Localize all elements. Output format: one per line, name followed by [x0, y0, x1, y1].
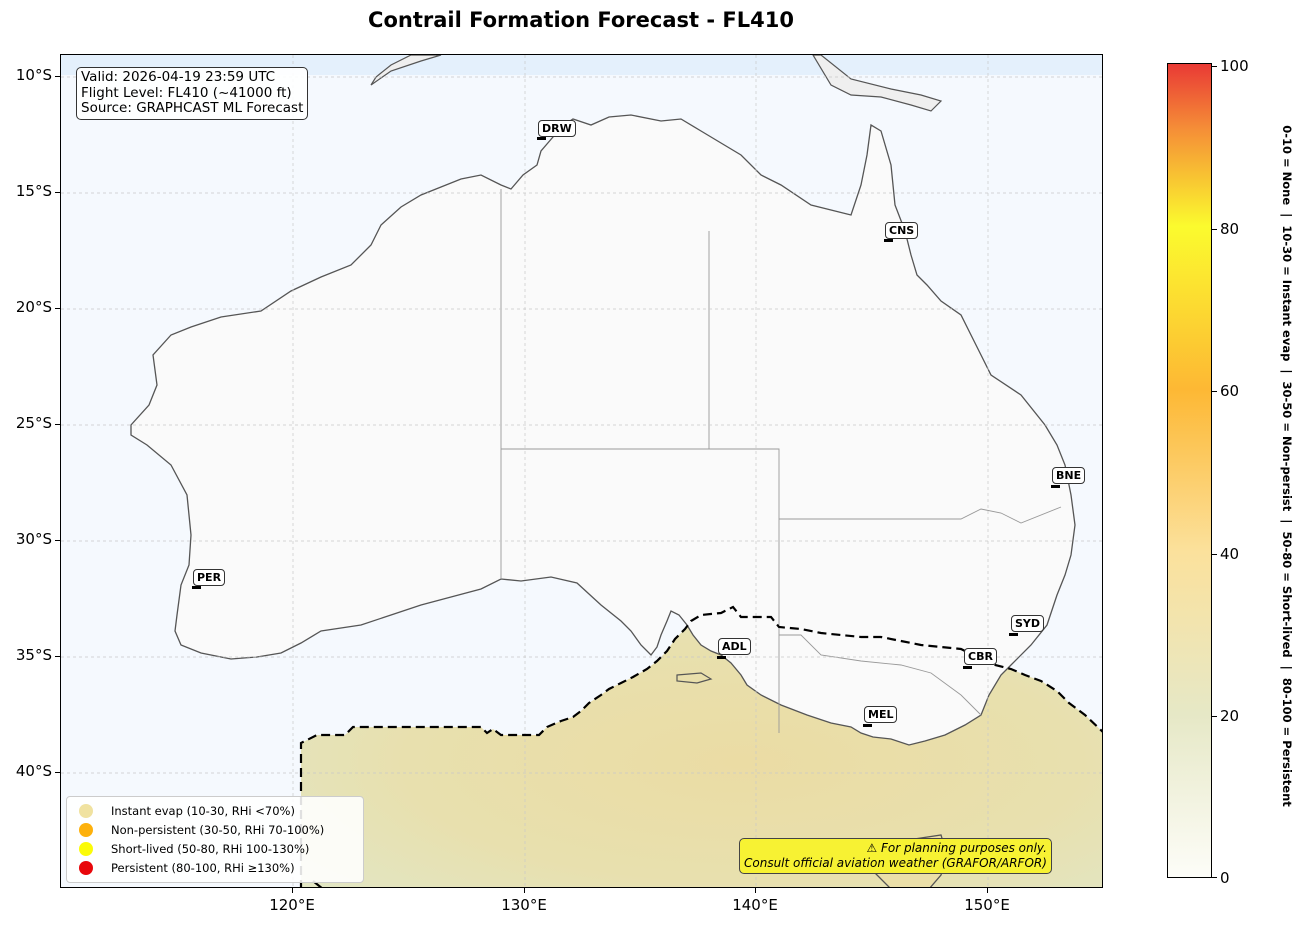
- airport-marker-icon: [863, 724, 872, 727]
- flight-level: Flight Level: FL410 (~41000 ft): [81, 84, 292, 101]
- legend: Instant evap (10-30, RHi <70%) Non-persi…: [66, 796, 364, 883]
- disclaimer-line-1: ⚠ For planning purposes only.: [866, 841, 1047, 855]
- city-label-drw[interactable]: DRW: [538, 120, 576, 137]
- colorbar-label: 0-10 = None | 10-30 = Instant evap | 30-…: [1280, 125, 1294, 807]
- colorbar-tick-mark: [1212, 554, 1217, 555]
- y-tick-label: 25°S: [15, 414, 52, 432]
- legend-item-instant-evap: Instant evap (10-30, RHi <70%): [79, 801, 295, 820]
- new-guinea: [812, 55, 943, 112]
- circle-marker-icon: [79, 860, 93, 875]
- state-borders: [500, 189, 1062, 733]
- y-tick-mark: [55, 308, 60, 309]
- chart-title: Contrail Formation Forecast - FL410: [368, 8, 794, 32]
- y-tick-mark: [55, 540, 60, 541]
- y-tick-mark: [55, 772, 60, 773]
- gridlines: [61, 55, 1102, 887]
- x-tick-mark: [292, 888, 293, 893]
- airport-marker-icon: [192, 586, 201, 589]
- colorbar-tick-mark: [1212, 716, 1217, 717]
- australia-landmass: [130, 114, 1076, 746]
- y-tick-label: 40°S: [15, 762, 52, 780]
- airport-marker-icon: [963, 666, 972, 669]
- city-label-per[interactable]: PER: [193, 569, 226, 586]
- colorbar: [1167, 63, 1212, 878]
- y-tick-mark: [55, 192, 60, 193]
- y-tick-label: 10°S: [15, 66, 52, 84]
- city-label-bne[interactable]: BNE: [1052, 467, 1086, 484]
- city-label-cns[interactable]: CNS: [885, 222, 919, 239]
- colorbar-tick-label: 60: [1220, 382, 1240, 400]
- x-tick-label: 140°E: [732, 896, 778, 914]
- y-tick-mark: [55, 76, 60, 77]
- forecast-info-box: Valid: 2026-04-19 23:59 UTC Flight Level…: [76, 67, 309, 120]
- airport-marker-icon: [537, 137, 546, 140]
- city-label-mel[interactable]: MEL: [864, 706, 898, 723]
- legend-item-non-persistent: Non-persistent (30-50, RHi 70-100%): [79, 820, 324, 839]
- disclaimer-line-2: Consult official aviation weather (GRAFO…: [744, 856, 1047, 870]
- airport-marker-icon: [884, 239, 893, 242]
- timor: [370, 55, 442, 86]
- x-tick-mark: [524, 888, 525, 893]
- colorbar-tick-label: 0: [1220, 869, 1230, 887]
- y-tick-mark: [55, 424, 60, 425]
- colorbar-tick-label: 100: [1220, 57, 1249, 75]
- x-tick-label: 150°E: [964, 896, 1010, 914]
- city-label-cbr[interactable]: CBR: [964, 648, 997, 665]
- legend-label: Persistent (80-100, RHi ≥130%): [111, 860, 295, 875]
- legend-label: Non-persistent (30-50, RHi 70-100%): [111, 822, 325, 837]
- y-tick-label: 30°S: [15, 530, 52, 548]
- legend-item-short-lived: Short-lived (50-80, RHi 100-130%): [79, 839, 309, 858]
- x-tick-mark: [755, 888, 756, 893]
- y-tick-mark: [55, 656, 60, 657]
- disclaimer-box: ⚠ For planning purposes only. Consult of…: [739, 838, 1052, 874]
- legend-label: Short-lived (50-80, RHi 100-130%): [111, 841, 310, 856]
- circle-marker-icon: [79, 803, 93, 818]
- city-label-syd[interactable]: SYD: [1011, 615, 1045, 632]
- colorbar-tick-label: 80: [1220, 220, 1240, 238]
- airport-marker-icon: [717, 656, 726, 659]
- circle-marker-icon: [79, 822, 93, 837]
- valid-time: Valid: 2026-04-19 23:59 UTC: [81, 69, 276, 85]
- colorbar-tick-mark: [1212, 391, 1217, 392]
- colorbar-tick-mark: [1212, 66, 1217, 67]
- y-tick-label: 20°S: [15, 298, 52, 316]
- legend-label: Instant evap (10-30, RHi <70%): [111, 803, 295, 818]
- x-tick-mark: [987, 888, 988, 893]
- x-tick-label: 130°E: [501, 896, 547, 914]
- map-area[interactable]: [60, 54, 1103, 888]
- forecast-source: Source: GRAPHCAST ML Forecast: [81, 100, 304, 116]
- y-tick-label: 35°S: [15, 646, 52, 664]
- map-canvas: [61, 55, 1102, 887]
- airport-marker-icon: [1009, 633, 1018, 636]
- airport-marker-icon: [1051, 485, 1060, 488]
- colorbar-tick-mark: [1212, 229, 1217, 230]
- colorbar-tick-label: 20: [1220, 707, 1240, 725]
- x-tick-label: 120°E: [269, 896, 315, 914]
- circle-marker-icon: [79, 841, 93, 856]
- colorbar-tick-mark: [1212, 877, 1217, 878]
- y-tick-label: 15°S: [15, 182, 52, 200]
- legend-item-persistent: Persistent (80-100, RHi ≥130%): [79, 858, 295, 877]
- north-band: [61, 55, 1102, 75]
- colorbar-tick-label: 40: [1220, 545, 1240, 563]
- kangaroo-island: [676, 672, 713, 684]
- city-label-adl[interactable]: ADL: [718, 638, 751, 655]
